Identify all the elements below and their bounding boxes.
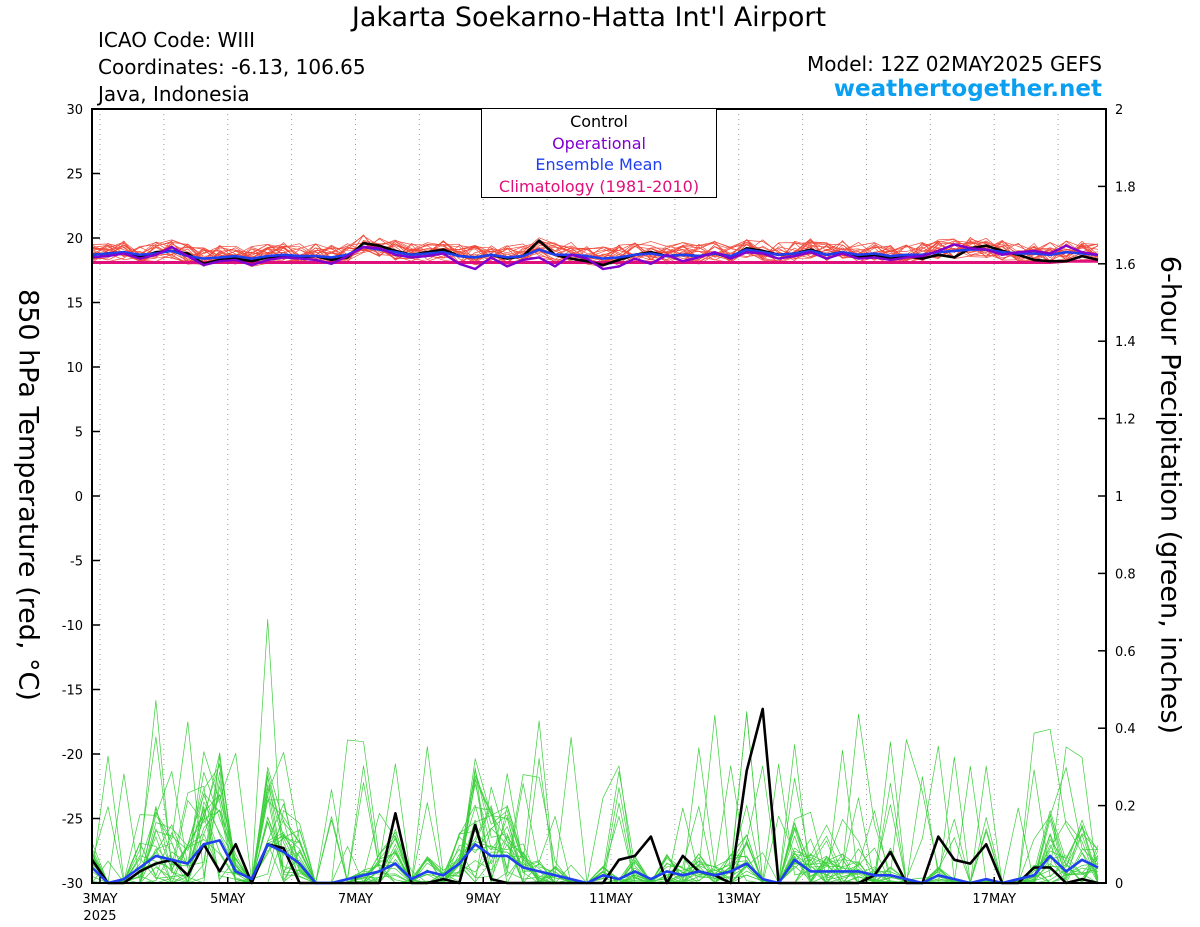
ensemble-members [91, 234, 1099, 884]
y-tick-label: -5 [70, 555, 83, 570]
y-axis-label-right: 6-hour Precipitation (green, inches) [1154, 255, 1186, 735]
operational-temperature-line [91, 243, 1099, 271]
precipitation-member-line [91, 711, 1099, 884]
legend-ensemble-mean: Ensemble Mean [535, 155, 663, 174]
x-tick-label: 13MAY [717, 892, 761, 907]
y-tick-label: 10 [66, 361, 83, 376]
y-tick-label: 15 [66, 297, 83, 312]
year-label: 2025 [83, 909, 116, 924]
precipitation-member-line [91, 763, 1099, 884]
y-tick-label: -30 [62, 877, 83, 892]
y2-tick-label: 1.2 [1115, 413, 1136, 428]
x-tick-label: 15MAY [845, 892, 889, 907]
ensemble-mean-precipitation-line [91, 839, 1099, 885]
x-tick-label: 11MAY [589, 892, 633, 907]
series-lines [90, 239, 1099, 885]
y-tick-label: 0 [75, 490, 83, 505]
temperature-member-line [91, 234, 1099, 264]
legend-operational: Operational [552, 133, 646, 153]
precipitation-member-line [91, 720, 1099, 884]
y2-tick-label: 0.6 [1115, 645, 1136, 660]
y2-tick-label: 2 [1115, 103, 1123, 118]
y2-tick-label: 1 [1115, 490, 1123, 505]
y2-tick-label: 0.8 [1115, 567, 1136, 582]
y-axis-label-left: 850 hPa Temperature (red, °C) [12, 289, 44, 701]
y-tick-label: -20 [62, 748, 83, 763]
y-tick-label: -25 [62, 813, 83, 828]
y-tick-label: 5 [75, 426, 83, 441]
precipitation-member-line [91, 745, 1099, 884]
x-tick-label: 17MAY [972, 892, 1016, 907]
y2-tick-label: 0.2 [1115, 800, 1136, 815]
precipitation-member-line [91, 714, 1099, 884]
precipitation-member-line [91, 619, 1099, 884]
y-tick-label: -15 [62, 684, 83, 699]
legend-control: Control [570, 112, 628, 131]
control-precipitation-line [90, 707, 1099, 885]
y2-tick-label: 1.6 [1115, 258, 1136, 273]
legend: Control Operational Ensemble Mean Climat… [481, 108, 717, 198]
axes: 302520151050-5-10-15-20-25-3021.81.61.41… [62, 103, 1136, 924]
icao-code: ICAO Code: WIII [98, 28, 256, 52]
precipitation-member-line [91, 713, 1099, 884]
region: Java, Indonesia [98, 82, 250, 106]
y-tick-label: -10 [62, 619, 83, 634]
coordinates: Coordinates: -6.13, 106.65 [98, 55, 366, 79]
x-tick-label: 7MAY [338, 892, 373, 907]
precipitation-member-line [91, 713, 1099, 884]
y-tick-label: 25 [66, 168, 83, 183]
y-tick-label: 30 [66, 103, 83, 118]
model-run: Model: 12Z 02MAY2025 GEFS [807, 52, 1102, 76]
legend-climatology: Climatology (1981-2010) [498, 176, 700, 196]
y2-tick-label: 1.4 [1115, 335, 1136, 350]
x-tick-label: 3MAY [82, 892, 117, 907]
x-tick-label: 5MAY [210, 892, 245, 907]
site-link[interactable]: weathertogether.net [833, 76, 1102, 102]
precipitation-member-line [91, 699, 1099, 884]
day-grid [99, 109, 1059, 883]
chart-title: Jakarta Soekarno-Hatta Int'l Airport [351, 2, 827, 33]
y2-tick-label: 0 [1115, 877, 1123, 892]
x-tick-label: 9MAY [466, 892, 501, 907]
plot-frame [91, 108, 1107, 884]
y-tick-label: 20 [66, 232, 83, 247]
y2-tick-label: 1.8 [1115, 180, 1136, 195]
y2-tick-label: 0.4 [1115, 722, 1136, 737]
